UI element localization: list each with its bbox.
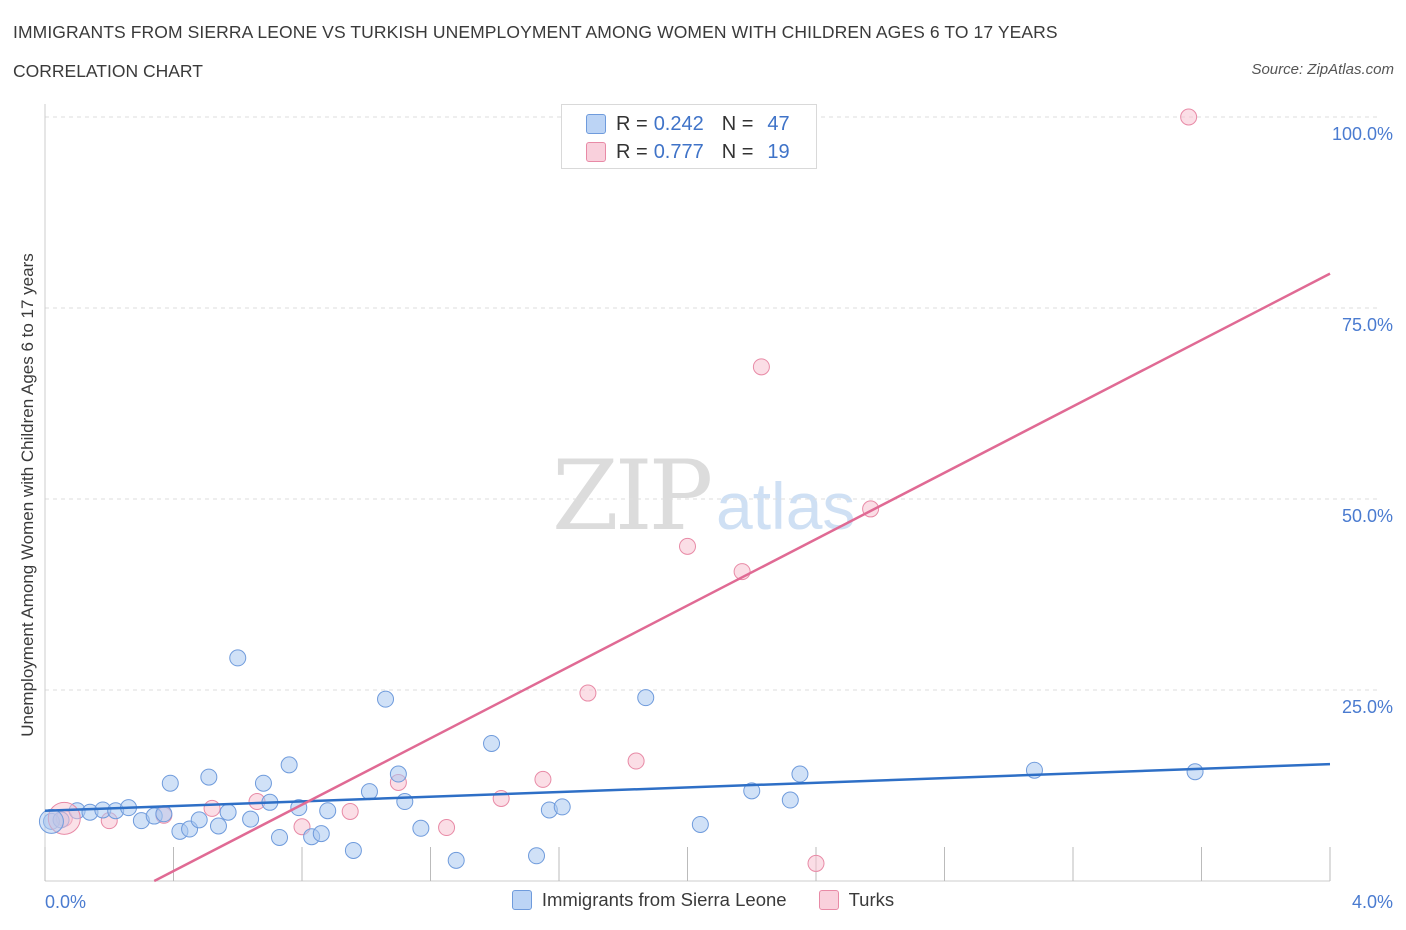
point-sierra-leone xyxy=(1186,763,1204,781)
point-turks xyxy=(341,802,359,820)
point-sierra-leone xyxy=(553,798,571,816)
x-tick-label: 4.0% xyxy=(1352,892,1393,912)
x-tick-label: 0.0% xyxy=(45,892,86,912)
r-key: R = xyxy=(616,140,648,163)
points-layer xyxy=(38,108,1204,872)
point-turks xyxy=(627,752,645,770)
legend-label: Immigrants from Sierra Leone xyxy=(541,889,787,910)
point-sierra-leone xyxy=(312,825,330,843)
point-sierra-leone xyxy=(781,791,799,809)
y-tick-label: 100.0% xyxy=(1332,124,1393,144)
point-turks xyxy=(679,537,696,555)
r-value: 0.242 xyxy=(653,112,704,135)
pink-swatch xyxy=(586,142,606,162)
blue-swatch xyxy=(586,114,606,134)
r-key: R = xyxy=(616,112,648,135)
point-sierra-leone xyxy=(280,756,298,774)
point-turks xyxy=(203,799,221,817)
trend-layer xyxy=(44,272,1331,883)
point-turks xyxy=(1180,108,1198,126)
point-sierra-leone xyxy=(254,774,272,792)
y-tick-label: 75.0% xyxy=(1342,315,1393,335)
stats-legend-row-sierra-leone: R = 0.242 N = 47 xyxy=(586,111,790,137)
point-sierra-leone xyxy=(229,649,247,667)
trendline-sierra-leone xyxy=(44,762,1331,812)
n-value: 47 xyxy=(767,112,790,135)
point-turks xyxy=(807,854,825,872)
point-sierra-leone xyxy=(200,768,218,786)
pink-swatch xyxy=(818,890,839,910)
stats-legend: R = 0.242 N = 47 R = 0.777 N = 19 xyxy=(561,104,817,169)
point-sierra-leone xyxy=(319,802,337,820)
point-sierra-leone xyxy=(389,765,407,783)
point-sierra-leone xyxy=(161,774,179,792)
point-sierra-leone xyxy=(38,808,64,834)
source-label: Source: ZipAtlas.com xyxy=(1251,61,1394,78)
point-sierra-leone xyxy=(412,819,430,837)
legend-label: Turks xyxy=(848,889,895,910)
point-sierra-leone xyxy=(637,689,655,707)
chart-subtitle: CORRELATION CHART xyxy=(13,61,203,81)
legend-item-sierra-leone: Immigrants from Sierra Leone xyxy=(511,889,787,911)
trendline-turks xyxy=(153,272,1331,883)
point-sierra-leone xyxy=(219,803,237,821)
point-sierra-leone xyxy=(483,734,501,752)
point-sierra-leone xyxy=(360,783,378,801)
stats-legend-row-turks: R = 0.777 N = 19 xyxy=(586,139,790,165)
point-sierra-leone xyxy=(271,828,289,846)
n-value: 19 xyxy=(767,140,790,163)
y-tick-label: 25.0% xyxy=(1342,697,1393,717)
point-sierra-leone xyxy=(691,815,709,833)
legend-item-turks: Turks xyxy=(818,889,895,911)
point-turks xyxy=(438,819,456,837)
axes xyxy=(44,104,1331,882)
series-legend: Immigrants from Sierra Leone Turks xyxy=(0,889,1406,911)
point-sierra-leone xyxy=(209,817,227,835)
tick-labels: 100.0% 75.0% 50.0% 25.0% 0.0% 4.0% xyxy=(45,124,1393,912)
y-tick-label: 50.0% xyxy=(1342,506,1393,526)
n-key: N = xyxy=(721,112,754,135)
n-key: N = xyxy=(721,140,754,163)
blue-swatch xyxy=(511,890,532,910)
gridlines xyxy=(45,116,1380,691)
point-sierra-leone xyxy=(743,782,761,800)
point-sierra-leone xyxy=(791,765,809,783)
point-sierra-leone xyxy=(528,847,546,865)
chart-title: IMMIGRANTS FROM SIERRA LEONE VS TURKISH … xyxy=(13,22,1058,42)
point-sierra-leone xyxy=(242,810,260,828)
point-turks xyxy=(579,684,597,702)
point-sierra-leone xyxy=(447,851,465,869)
point-sierra-leone xyxy=(155,805,173,823)
r-value: 0.777 xyxy=(653,140,704,163)
point-sierra-leone xyxy=(377,690,395,708)
point-sierra-leone xyxy=(190,811,208,829)
point-turks xyxy=(752,358,770,376)
point-sierra-leone xyxy=(396,793,414,811)
watermark-zip: ZIP xyxy=(552,440,713,552)
point-sierra-leone xyxy=(344,841,362,859)
point-turks xyxy=(534,770,552,788)
